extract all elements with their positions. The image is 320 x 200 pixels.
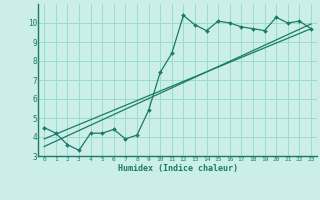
X-axis label: Humidex (Indice chaleur): Humidex (Indice chaleur) [118, 164, 238, 173]
